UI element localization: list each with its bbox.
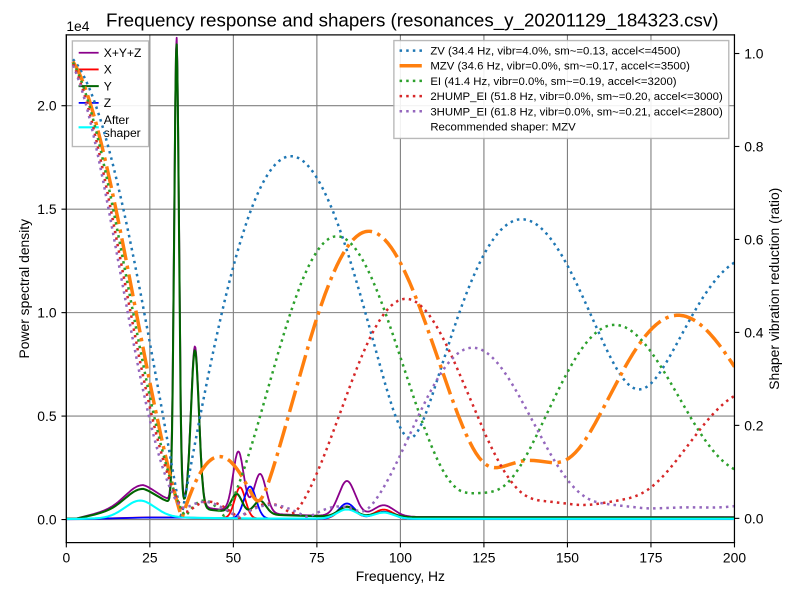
svg-text:50: 50	[226, 549, 242, 565]
svg-text:Shaper vibration reduction (ra: Shaper vibration reduction (ratio)	[766, 188, 782, 390]
svg-text:100: 100	[389, 549, 412, 565]
svg-text:0.0: 0.0	[37, 512, 57, 528]
svg-text:Z: Z	[104, 96, 111, 110]
svg-text:MZV (34.6 Hz, vibr=0.0%, sm~=0: MZV (34.6 Hz, vibr=0.0%, sm~=0.17, accel…	[430, 61, 690, 73]
svg-text:Frequency response and shapers: Frequency response and shapers (resonanc…	[106, 9, 719, 31]
svg-text:0.5: 0.5	[37, 408, 57, 424]
svg-text:2.0: 2.0	[37, 98, 57, 114]
svg-text:0.8: 0.8	[744, 139, 764, 155]
svg-text:ZV (34.4 Hz, vibr=4.0%, sm~=0.: ZV (34.4 Hz, vibr=4.0%, sm~=0.13, accel<…	[430, 46, 680, 58]
svg-text:Recommended shaper: MZV: Recommended shaper: MZV	[430, 121, 576, 133]
svg-text:150: 150	[556, 549, 579, 565]
svg-text:1.5: 1.5	[37, 201, 57, 217]
svg-text:0: 0	[62, 549, 70, 565]
svg-text:shaper: shaper	[104, 126, 141, 140]
svg-text:0.6: 0.6	[744, 231, 764, 247]
svg-text:1.0: 1.0	[744, 46, 764, 62]
svg-text:X: X	[104, 63, 112, 77]
svg-text:25: 25	[142, 549, 158, 565]
svg-text:Power spectral density: Power spectral density	[16, 219, 32, 359]
svg-text:EI (41.4 Hz, vibr=0.0%, sm~=0.: EI (41.4 Hz, vibr=0.0%, sm~=0.19, accel<…	[430, 76, 676, 88]
svg-text:1.0: 1.0	[37, 305, 57, 321]
svg-text:0.4: 0.4	[744, 324, 764, 340]
svg-text:After: After	[104, 113, 130, 127]
svg-text:3HUMP_EI (61.8 Hz, vibr=0.0%,: 3HUMP_EI (61.8 Hz, vibr=0.0%, sm~=0.21, …	[430, 106, 723, 118]
svg-text:Frequency, Hz: Frequency, Hz	[356, 568, 445, 584]
svg-text:Y: Y	[104, 79, 112, 93]
svg-text:0.0: 0.0	[744, 510, 764, 526]
svg-text:0.2: 0.2	[744, 417, 764, 433]
svg-text:X+Y+Z: X+Y+Z	[104, 46, 142, 60]
svg-text:1e4: 1e4	[66, 18, 89, 34]
svg-text:75: 75	[309, 549, 325, 565]
svg-text:200: 200	[723, 549, 746, 565]
svg-text:2HUMP_EI (51.8 Hz, vibr=0.0%,: 2HUMP_EI (51.8 Hz, vibr=0.0%, sm~=0.20, …	[430, 91, 723, 103]
svg-text:175: 175	[639, 549, 662, 565]
svg-text:125: 125	[472, 549, 495, 565]
